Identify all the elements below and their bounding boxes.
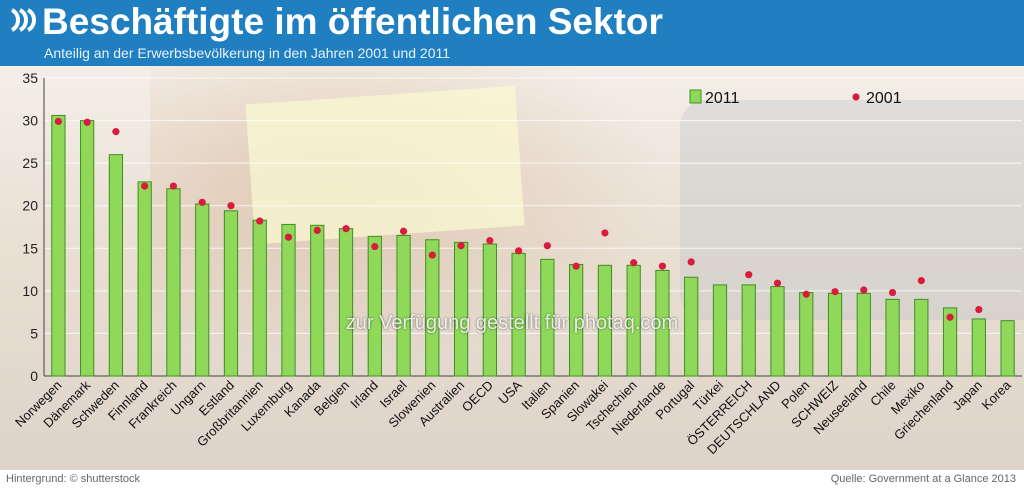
bar-2011 xyxy=(425,239,440,377)
source-credit: Quelle: Government at a Glance 2013 xyxy=(830,473,1016,485)
dot-2001 xyxy=(572,262,580,270)
background-keyboard xyxy=(680,100,1024,320)
dot-2001 xyxy=(860,286,868,294)
y-tick-label: 5 xyxy=(30,325,38,341)
bar-2011 xyxy=(166,188,181,377)
bar-2011 xyxy=(885,298,900,377)
header-banner: Beschäftigte im öffentlichen Sektor Ante… xyxy=(0,0,1024,66)
bar-2011 xyxy=(108,154,124,377)
dot-2001 xyxy=(141,182,149,190)
footer-bar xyxy=(0,470,1024,492)
bar-2011 xyxy=(914,298,929,377)
bar-2011 xyxy=(655,269,670,377)
dot-2001 xyxy=(457,242,465,250)
dot-2001 xyxy=(54,117,62,126)
dot-2001 xyxy=(227,202,235,210)
y-tick-label: 0 xyxy=(30,368,38,384)
y-tick-label: 25 xyxy=(22,155,38,171)
bar-2011 xyxy=(597,264,613,377)
bar-2011 xyxy=(971,318,986,377)
chart-subtitle: Anteilig an der Erwerbsbevölkerung in de… xyxy=(44,45,451,61)
dot-2001 xyxy=(745,271,753,279)
dot-2001 xyxy=(515,247,523,255)
dot-2001 xyxy=(946,313,954,321)
dot-2001 xyxy=(917,277,925,285)
chart-title: Beschäftigte im öffentlichen Sektor xyxy=(42,1,663,42)
dot-2001 xyxy=(342,225,350,233)
dot-2001 xyxy=(198,198,206,206)
y-tick-label: 15 xyxy=(22,240,38,256)
dot-2001 xyxy=(831,288,839,296)
legend-label-2001: 2001 xyxy=(866,90,902,107)
chart-plot: 05101520253035NorwegenDänemarkSchwedenFi… xyxy=(12,70,1022,457)
bar-2011 xyxy=(482,243,497,377)
bar-2011 xyxy=(453,241,469,377)
dot-2001 xyxy=(83,118,91,126)
dot-2001 xyxy=(428,251,436,259)
dot-2001 xyxy=(975,305,983,314)
bar-2011 xyxy=(540,258,555,377)
bar-2011 xyxy=(252,219,267,377)
bar-2011 xyxy=(367,235,382,377)
watermark-text: zur Verfügung gestellt für photaq.com xyxy=(345,312,679,334)
dot-2001 xyxy=(399,227,408,235)
bar-2011 xyxy=(741,284,756,377)
bar-2011 xyxy=(338,228,354,377)
dot-2001 xyxy=(112,128,120,136)
legend-label-2011: 2011 xyxy=(705,90,740,107)
dot-2001 xyxy=(169,182,178,190)
category-label: OECD xyxy=(459,378,496,415)
dot-2001 xyxy=(658,262,667,270)
bar-2011 xyxy=(396,235,411,377)
bar-2011 xyxy=(137,181,152,377)
dot-2001 xyxy=(601,229,609,237)
legend-swatch-2011 xyxy=(689,89,702,104)
bar-2011 xyxy=(223,210,239,377)
bar-2011 xyxy=(712,284,728,377)
dot-2001 xyxy=(802,290,810,298)
dot-2001 xyxy=(486,237,494,245)
dot-2001 xyxy=(313,226,321,235)
y-tick-label: 20 xyxy=(22,198,38,214)
dot-2001 xyxy=(630,259,638,267)
oecd-logo-icon xyxy=(10,8,36,32)
y-tick-label: 30 xyxy=(22,113,38,129)
dot-2001 xyxy=(773,279,782,287)
dot-2001 xyxy=(371,242,379,251)
category-label: Korea xyxy=(979,377,1015,413)
bar-2011 xyxy=(942,307,958,377)
bar-2011 xyxy=(1000,320,1015,377)
bar-2011 xyxy=(80,120,95,377)
dot-2001 xyxy=(284,233,293,241)
bar-2011 xyxy=(684,276,699,377)
bar-2011 xyxy=(281,223,296,377)
dot-2001 xyxy=(888,288,897,297)
dot-2001 xyxy=(543,242,551,250)
bar-2011 xyxy=(310,224,325,377)
bar-2011 xyxy=(51,114,66,377)
legend-swatch-2001 xyxy=(852,93,860,101)
dot-2001 xyxy=(687,258,695,266)
category-label: Irland xyxy=(347,378,381,412)
dot-2001 xyxy=(256,217,264,225)
background-credit: Hintergrund: © shutterstock xyxy=(6,473,141,485)
category-label: Japan xyxy=(949,378,985,414)
bar-2011 xyxy=(195,203,210,377)
y-tick-label: 10 xyxy=(22,283,38,299)
y-tick-label: 35 xyxy=(22,70,38,86)
